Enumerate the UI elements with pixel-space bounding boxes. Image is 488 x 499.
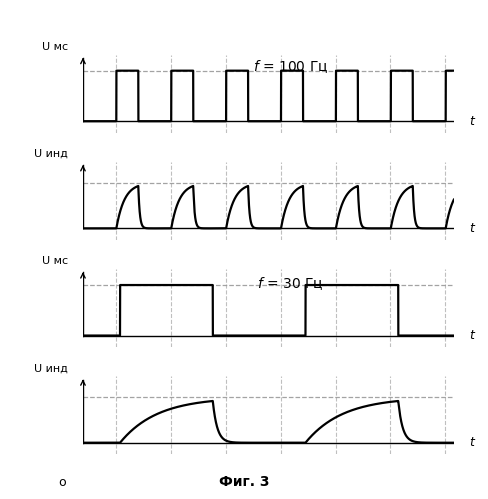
Text: $t$: $t$	[468, 222, 476, 235]
Text: U инд: U инд	[34, 149, 68, 159]
Text: U мс: U мс	[42, 42, 68, 52]
Text: $f$ = 30 Гц: $f$ = 30 Гц	[257, 275, 324, 292]
Text: U мс: U мс	[42, 256, 68, 266]
Text: U инд: U инд	[34, 363, 68, 373]
Text: о: о	[59, 476, 66, 489]
Text: $t$: $t$	[468, 115, 476, 128]
Text: $t$: $t$	[468, 436, 476, 449]
Text: $t$: $t$	[468, 329, 476, 342]
Text: Фиг. 3: Фиг. 3	[219, 475, 269, 489]
Text: $f$ = 100 Гц: $f$ = 100 Гц	[253, 58, 328, 75]
